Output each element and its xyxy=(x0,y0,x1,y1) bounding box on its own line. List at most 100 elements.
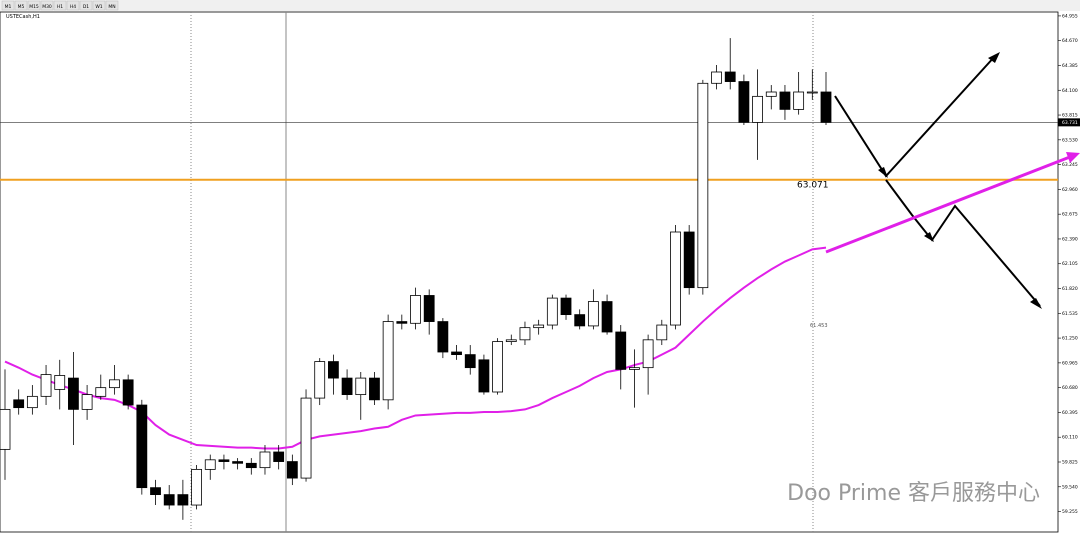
tf-button xyxy=(14,0,28,11)
y-tick-label: 60.110 xyxy=(1062,435,1078,441)
y-tick-label: 62.390 xyxy=(1062,236,1078,242)
y-tick-label: 60.965 xyxy=(1062,360,1078,366)
candle-body xyxy=(369,377,380,401)
candle-body xyxy=(464,354,476,369)
candle-body xyxy=(341,377,353,396)
candle-body xyxy=(656,324,668,341)
arrow-head xyxy=(988,52,1000,63)
tf-label[interactable]: M15 xyxy=(29,4,39,10)
candle-body xyxy=(738,81,750,123)
candle-body xyxy=(505,339,517,342)
candle-body xyxy=(13,399,25,409)
watermark: Doo Prime 客戶服務中心 xyxy=(787,481,1040,506)
y-tick-label: 60.395 xyxy=(1062,410,1078,416)
y-tick-label: 64.955 xyxy=(1062,13,1078,19)
candle-body xyxy=(451,351,462,356)
candle-body xyxy=(286,461,298,479)
chart-title: USTECash,H1 xyxy=(6,14,40,20)
y-tick-label: 59.255 xyxy=(1062,509,1078,515)
arrow-head xyxy=(1066,152,1080,163)
candle-body xyxy=(191,468,202,506)
y-tick-label: 62.105 xyxy=(1062,261,1078,267)
y-tick-label: 61.820 xyxy=(1062,286,1078,292)
candle-body xyxy=(615,331,627,370)
level-label: 63.071 xyxy=(797,181,829,191)
y-tick-label: 60.680 xyxy=(1062,385,1078,391)
y-tick-label: 62.675 xyxy=(1062,212,1078,218)
candle-body xyxy=(724,71,736,82)
y-tick-label: 61.535 xyxy=(1062,311,1078,317)
tf-button xyxy=(53,0,67,11)
candle-body xyxy=(478,359,490,393)
y-tick-label: 63.815 xyxy=(1062,113,1078,119)
candle-body xyxy=(163,494,175,506)
candle-body xyxy=(546,297,558,326)
tf-label[interactable]: H1 xyxy=(57,4,63,10)
candle-body xyxy=(437,321,449,353)
tf-button xyxy=(92,0,106,11)
candle-body xyxy=(396,321,408,324)
candle-body xyxy=(245,462,257,469)
candle-body xyxy=(560,297,572,316)
tf-button xyxy=(66,0,80,11)
tf-label[interactable]: D1 xyxy=(83,4,89,10)
candle-body xyxy=(779,91,791,110)
tf-label[interactable]: H4 xyxy=(70,4,76,10)
candle-body xyxy=(150,487,161,496)
y-tick-label: 61.250 xyxy=(1062,336,1078,342)
y-tick-label: 64.385 xyxy=(1062,63,1078,69)
candle-body xyxy=(492,341,504,393)
arrow-head xyxy=(878,167,888,178)
arrow-head xyxy=(924,232,934,242)
tf-label[interactable]: M1 xyxy=(5,4,12,10)
candle-body xyxy=(81,394,93,410)
candle-body xyxy=(806,91,818,94)
tf-label[interactable]: MN xyxy=(108,4,115,10)
y-tick-label: 62.960 xyxy=(1062,187,1078,193)
candle-body xyxy=(40,374,52,397)
tf-label[interactable]: W1 xyxy=(95,4,102,10)
candle-body xyxy=(300,397,312,479)
tf-button xyxy=(1,0,15,11)
candle-body xyxy=(410,295,421,324)
candle-body xyxy=(519,327,531,341)
tf-label[interactable]: M30 xyxy=(42,4,52,10)
candle-body xyxy=(587,301,599,327)
candle-body xyxy=(670,231,681,326)
arrow-path xyxy=(825,153,1076,254)
candle-body xyxy=(793,91,805,110)
candle-body xyxy=(327,361,339,379)
toolbar xyxy=(0,0,1080,11)
y-tick-label: 64.100 xyxy=(1062,88,1078,94)
candle-body xyxy=(259,451,271,469)
candle-body xyxy=(136,404,148,489)
last-price-label: 63.731 xyxy=(1062,120,1078,126)
tf-button xyxy=(79,0,93,11)
candle-body xyxy=(574,314,586,327)
candle-body xyxy=(204,459,216,470)
y-tick-label: 59.540 xyxy=(1062,484,1078,490)
arrow-head xyxy=(1030,298,1042,309)
candle-body xyxy=(314,361,326,399)
y-tick-label: 63.530 xyxy=(1062,137,1078,143)
candle-body xyxy=(642,339,654,369)
candle-body xyxy=(0,408,11,450)
tf-label[interactable]: M5 xyxy=(18,4,25,10)
candle-body xyxy=(122,379,134,406)
candle-body xyxy=(697,82,709,289)
y-tick-label: 59.825 xyxy=(1062,460,1078,466)
candle-body xyxy=(711,71,722,84)
candle-body xyxy=(382,321,394,401)
candle-body xyxy=(601,301,613,333)
candle-body xyxy=(629,367,640,370)
candle-body xyxy=(26,395,38,409)
candle-body xyxy=(177,494,189,506)
y-tick-label: 64.670 xyxy=(1062,38,1078,44)
candle-body xyxy=(68,377,79,410)
candle-body xyxy=(273,451,285,462)
candle-body xyxy=(355,377,367,396)
note: 61.453 xyxy=(810,323,828,329)
candle-body xyxy=(232,461,244,464)
